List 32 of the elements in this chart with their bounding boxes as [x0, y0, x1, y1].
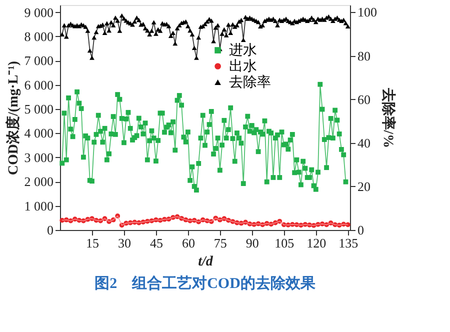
- y-axis-title: COD浓度/(mg·L⁻¹): [4, 60, 22, 176]
- y2-tick-label: 0: [358, 222, 364, 238]
- y-tick-label: 8 000: [24, 28, 54, 44]
- legend-label: 出水: [228, 58, 257, 74]
- y2-tick-label: 80: [358, 48, 370, 64]
- x-tick-label: 105: [274, 236, 294, 250]
- x-tick-label: 30: [118, 236, 131, 250]
- legend-label: 进水: [228, 42, 257, 58]
- y2-tick-label: 40: [358, 135, 370, 150]
- y-tick-label: 7 000: [24, 53, 54, 68]
- x-tick-label: 120: [306, 236, 326, 250]
- x-tick-label: 15: [86, 236, 99, 250]
- x-tick-label: 135: [338, 236, 358, 250]
- x-axis-title: t/d: [198, 254, 214, 270]
- y-tick-label: 9 000: [24, 4, 54, 20]
- text: 图2 组合工艺对COD的去除效果: [94, 275, 316, 292]
- y-tick-label: 2 000: [24, 174, 54, 190]
- y2-axis-title: 去除率/%: [380, 87, 397, 148]
- y-tick-label: 3 000: [24, 150, 54, 165]
- y2-tick-label: 60: [358, 92, 370, 107]
- y-tick-label: 1 000: [24, 198, 54, 214]
- y-tick-label: 5 000: [24, 102, 54, 117]
- x-tick-label: 90: [246, 236, 259, 250]
- legend-label: 去除率: [228, 74, 271, 90]
- x-tick-label: 60: [182, 236, 195, 250]
- x-tick-label: 45: [150, 236, 163, 250]
- y-tick-label: 0: [47, 222, 54, 238]
- y-tick-label: 6 000: [24, 77, 54, 92]
- y2-tick-label: 20: [358, 178, 370, 194]
- y2-tick-label: 100: [358, 4, 377, 20]
- y-tick-label: 4 000: [24, 126, 54, 141]
- x-tick-label: 75: [214, 236, 227, 250]
